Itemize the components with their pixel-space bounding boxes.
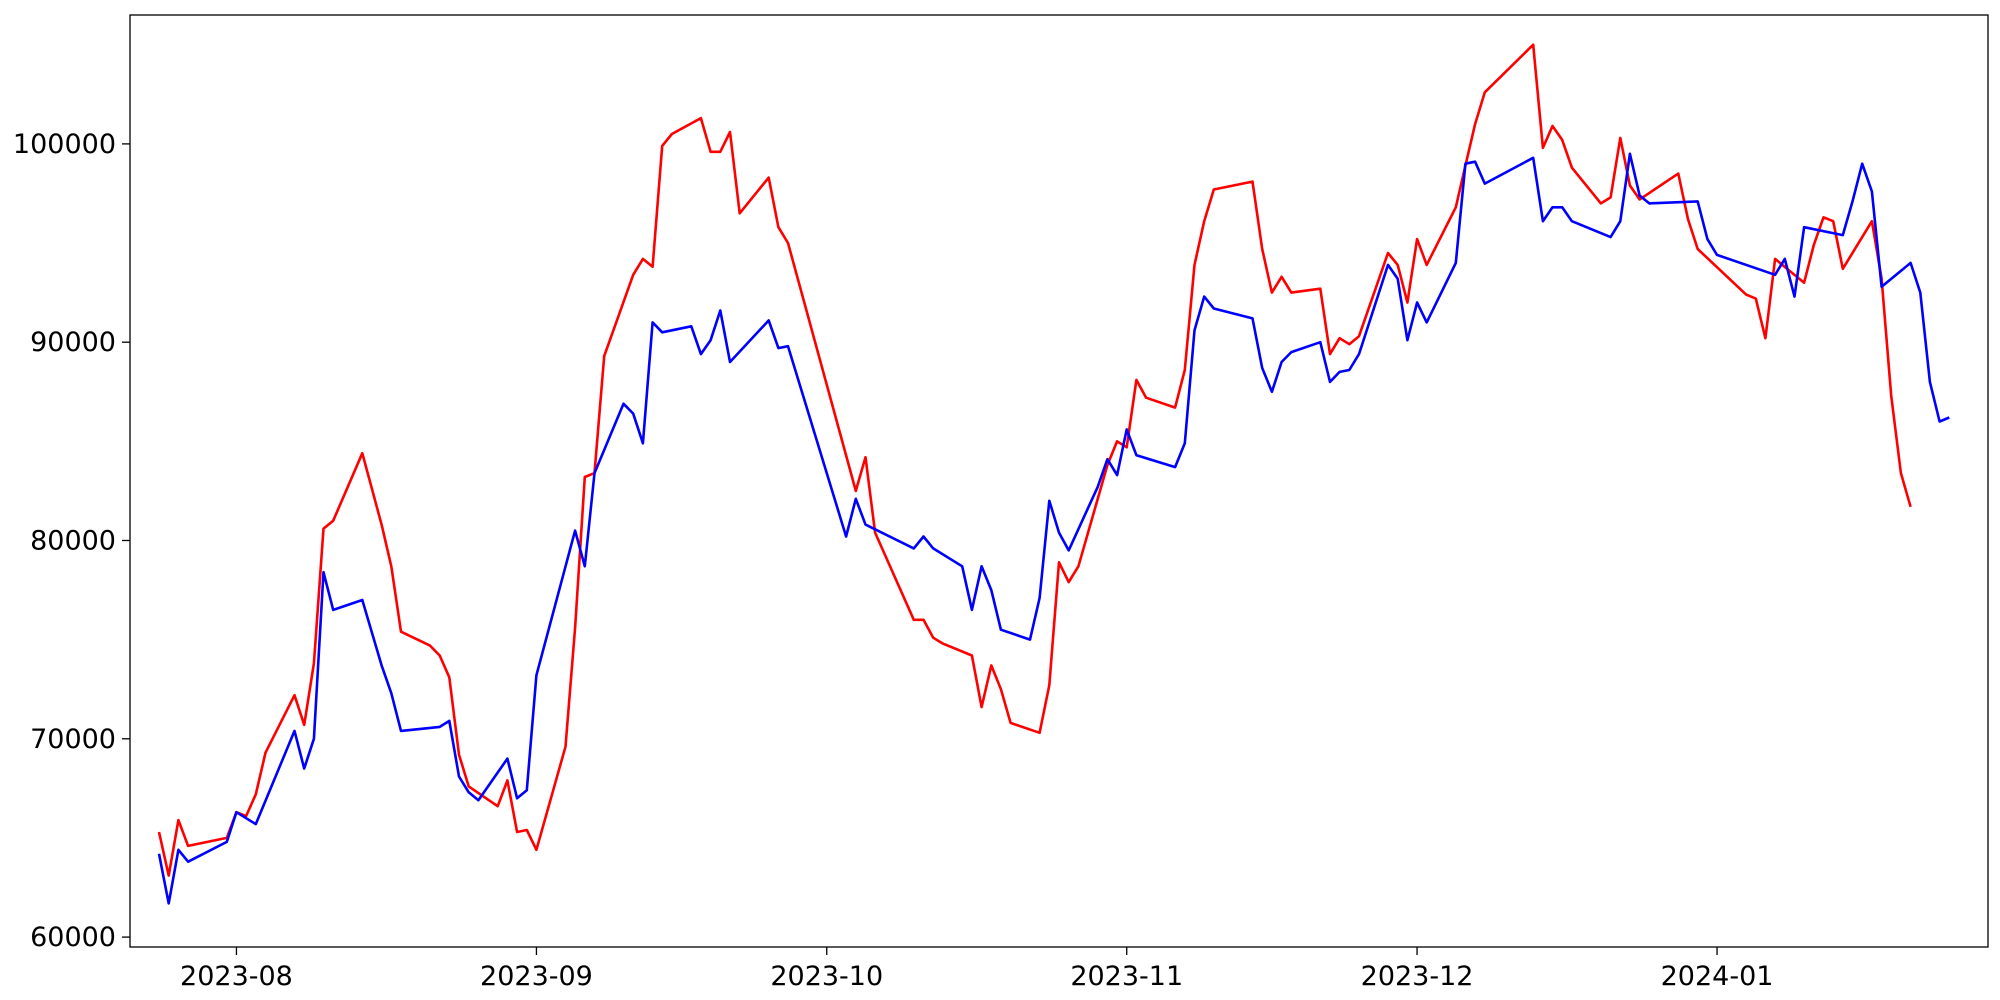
series-line-2 — [157, 152, 1950, 905]
x-tick-label: 2023-09 — [480, 961, 593, 992]
y-tick-label: 70000 — [30, 724, 116, 755]
y-tick-label: 100000 — [13, 129, 116, 160]
x-axis: 2023-08 2023-09 2023-10 2023-11 2023-12 2024-… — [180, 947, 1773, 992]
y-tick-label: 90000 — [30, 327, 116, 358]
x-tick-label: 2023-10 — [770, 961, 883, 992]
x-tick-label: 2023-11 — [1070, 961, 1183, 992]
series-layer — [157, 43, 1950, 905]
x-tick-label: 2023-08 — [180, 961, 293, 992]
y-tick-label: 80000 — [30, 525, 116, 556]
x-tick-label: 2024-01 — [1661, 961, 1774, 992]
y-tick-label: 60000 — [30, 922, 116, 953]
x-tick-label: 2023-12 — [1361, 961, 1474, 992]
plot-frame — [129, 14, 1989, 948]
y-axis: 60000 70000 80000 90000 100000 — [13, 129, 130, 953]
series-line-1 — [157, 43, 1912, 877]
